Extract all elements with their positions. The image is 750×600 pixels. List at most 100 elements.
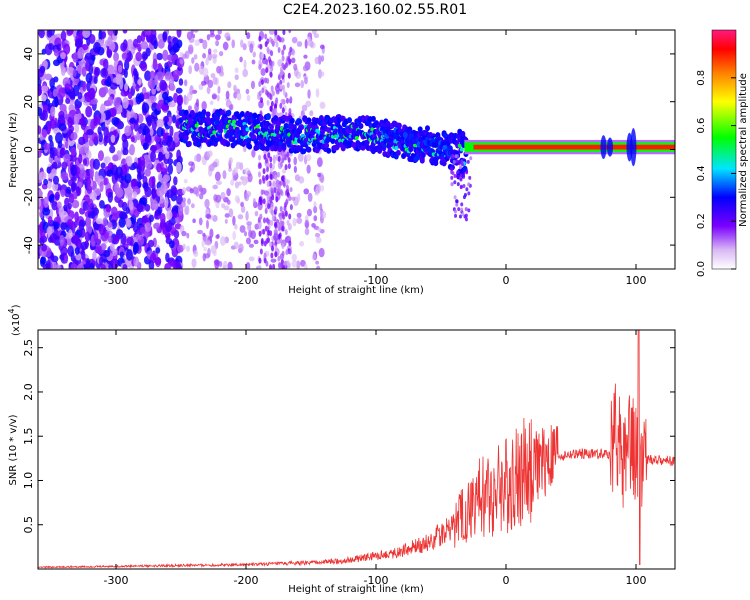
- heatmap-cell: [459, 165, 463, 170]
- heatmap-cell: [313, 201, 317, 208]
- heatmap-cell: [208, 164, 214, 172]
- heatmap-cell: [47, 180, 52, 189]
- heatmap-cell: [60, 147, 66, 156]
- heatmap-cell: [60, 171, 69, 181]
- heatmap-cell: [277, 233, 281, 240]
- heatmap-cell: [60, 52, 66, 60]
- heatmap-cell: [107, 221, 113, 228]
- heatmap-cell: [165, 151, 170, 160]
- heatmap-cell: [313, 206, 318, 214]
- heatmap-cell: [54, 132, 63, 144]
- heatmap-cell: [458, 214, 462, 219]
- heatmap-cell: [86, 129, 94, 136]
- heatmap-cell: [282, 213, 286, 220]
- heatmap-cell: [222, 170, 227, 180]
- heatmap-cell: [104, 135, 111, 144]
- heatmap-cell: [262, 177, 266, 184]
- heatmap-cell: [276, 82, 280, 89]
- heatmap-cell: [124, 125, 132, 137]
- heatmap-cell: [231, 39, 236, 49]
- heatmap-cell: [67, 245, 74, 257]
- heatmap-cell: [287, 72, 291, 79]
- heatmap-cell: [124, 82, 129, 92]
- heatmap-cell: [280, 98, 285, 105]
- heatmap-cell: [226, 188, 231, 197]
- heatmap-cell: [265, 114, 271, 121]
- heatmap-cell: [257, 163, 261, 170]
- colorbar-gradient: [711, 29, 737, 270]
- heatmap-cell: [144, 222, 152, 233]
- heatmap-cell: [107, 96, 114, 106]
- heatmap-cell: [202, 67, 209, 78]
- heatmap-cell: [272, 180, 276, 187]
- x-tick-label: -100: [364, 274, 389, 287]
- heatmap-cell: [242, 43, 247, 51]
- heatmap-cell: [245, 261, 251, 269]
- heatmap-cell: [142, 175, 148, 185]
- heatmap-cell: [97, 46, 105, 56]
- heatmap-cell: [354, 135, 359, 140]
- heatmap-cell: [286, 219, 290, 226]
- heatmap-cell: [72, 234, 80, 245]
- heatmap-cell: [293, 63, 298, 71]
- heatmap-cell: [320, 55, 325, 62]
- heatmap-cell: [232, 175, 238, 182]
- heatmap-cell: [275, 97, 279, 104]
- snr-y-scale-base: (x10: [11, 313, 22, 336]
- heatmap-cell: [166, 135, 174, 143]
- heatmap-cell: [187, 117, 193, 124]
- heatmap-cell: [248, 256, 255, 262]
- heatmap-cell: [273, 115, 279, 122]
- heatmap-cell: [156, 103, 162, 111]
- heatmap-cell: [193, 30, 199, 33]
- heatmap-cell: [301, 148, 307, 155]
- heatmap-cell: [324, 142, 330, 149]
- heatmap-cell: [265, 238, 269, 245]
- heatmap-cell: [307, 89, 311, 99]
- heatmap-cell: [97, 150, 104, 162]
- heatmap-cell: [187, 198, 191, 205]
- heatmap-cell: [209, 228, 214, 239]
- heatmap-cell: [260, 79, 264, 86]
- heatmap-cell: [150, 144, 158, 152]
- heatmap-cell: [277, 184, 281, 191]
- heatmap-cell: [144, 231, 150, 238]
- heatmap-cell: [81, 66, 87, 77]
- heatmap-cell: [264, 190, 269, 196]
- heatmap-cell: [82, 158, 88, 166]
- heatmap-cell: [210, 72, 216, 79]
- heatmap-cell: [111, 116, 120, 126]
- heatmap-cell: [38, 150, 42, 158]
- y-tick-label: 40: [22, 47, 35, 61]
- heatmap-cell: [201, 80, 207, 86]
- heatmap-cell: [205, 239, 211, 246]
- heatmap-cell: [163, 174, 171, 182]
- heatmap-cell: [142, 182, 149, 189]
- heatmap-cell: [196, 141, 202, 148]
- heatmap-cell: [396, 122, 402, 129]
- heatmap-cell: [281, 107, 285, 114]
- heatmap-cell: [215, 194, 222, 203]
- heatmap-cell: [100, 31, 107, 39]
- heatmap-cell: [150, 150, 157, 163]
- heatmap-cell: [464, 213, 468, 218]
- heatmap-cell: [190, 203, 195, 209]
- heatmap-cell: [450, 167, 454, 172]
- heatmap-cell: [258, 80, 262, 87]
- heatmap-cell: [335, 134, 339, 139]
- heatmap-cell: [296, 212, 302, 218]
- y-tick-label: 1.0: [22, 472, 35, 490]
- heatmap-cell: [176, 149, 182, 161]
- heatmap-cell: [274, 251, 278, 258]
- x-tick-label: -300: [104, 274, 129, 287]
- snr-series-line: [38, 330, 675, 569]
- heatmap-cell: [197, 229, 203, 235]
- heatmap-cell: [300, 110, 305, 117]
- heatmap-cell: [43, 142, 50, 150]
- heatmap-cell: [269, 156, 273, 163]
- heatmap-cell: [245, 210, 249, 221]
- colorbar-tick-label: 0.0: [696, 261, 707, 277]
- heatmap-cell: [282, 181, 286, 188]
- heatmap-cell: [152, 190, 158, 198]
- heatmap-cell: [321, 210, 327, 219]
